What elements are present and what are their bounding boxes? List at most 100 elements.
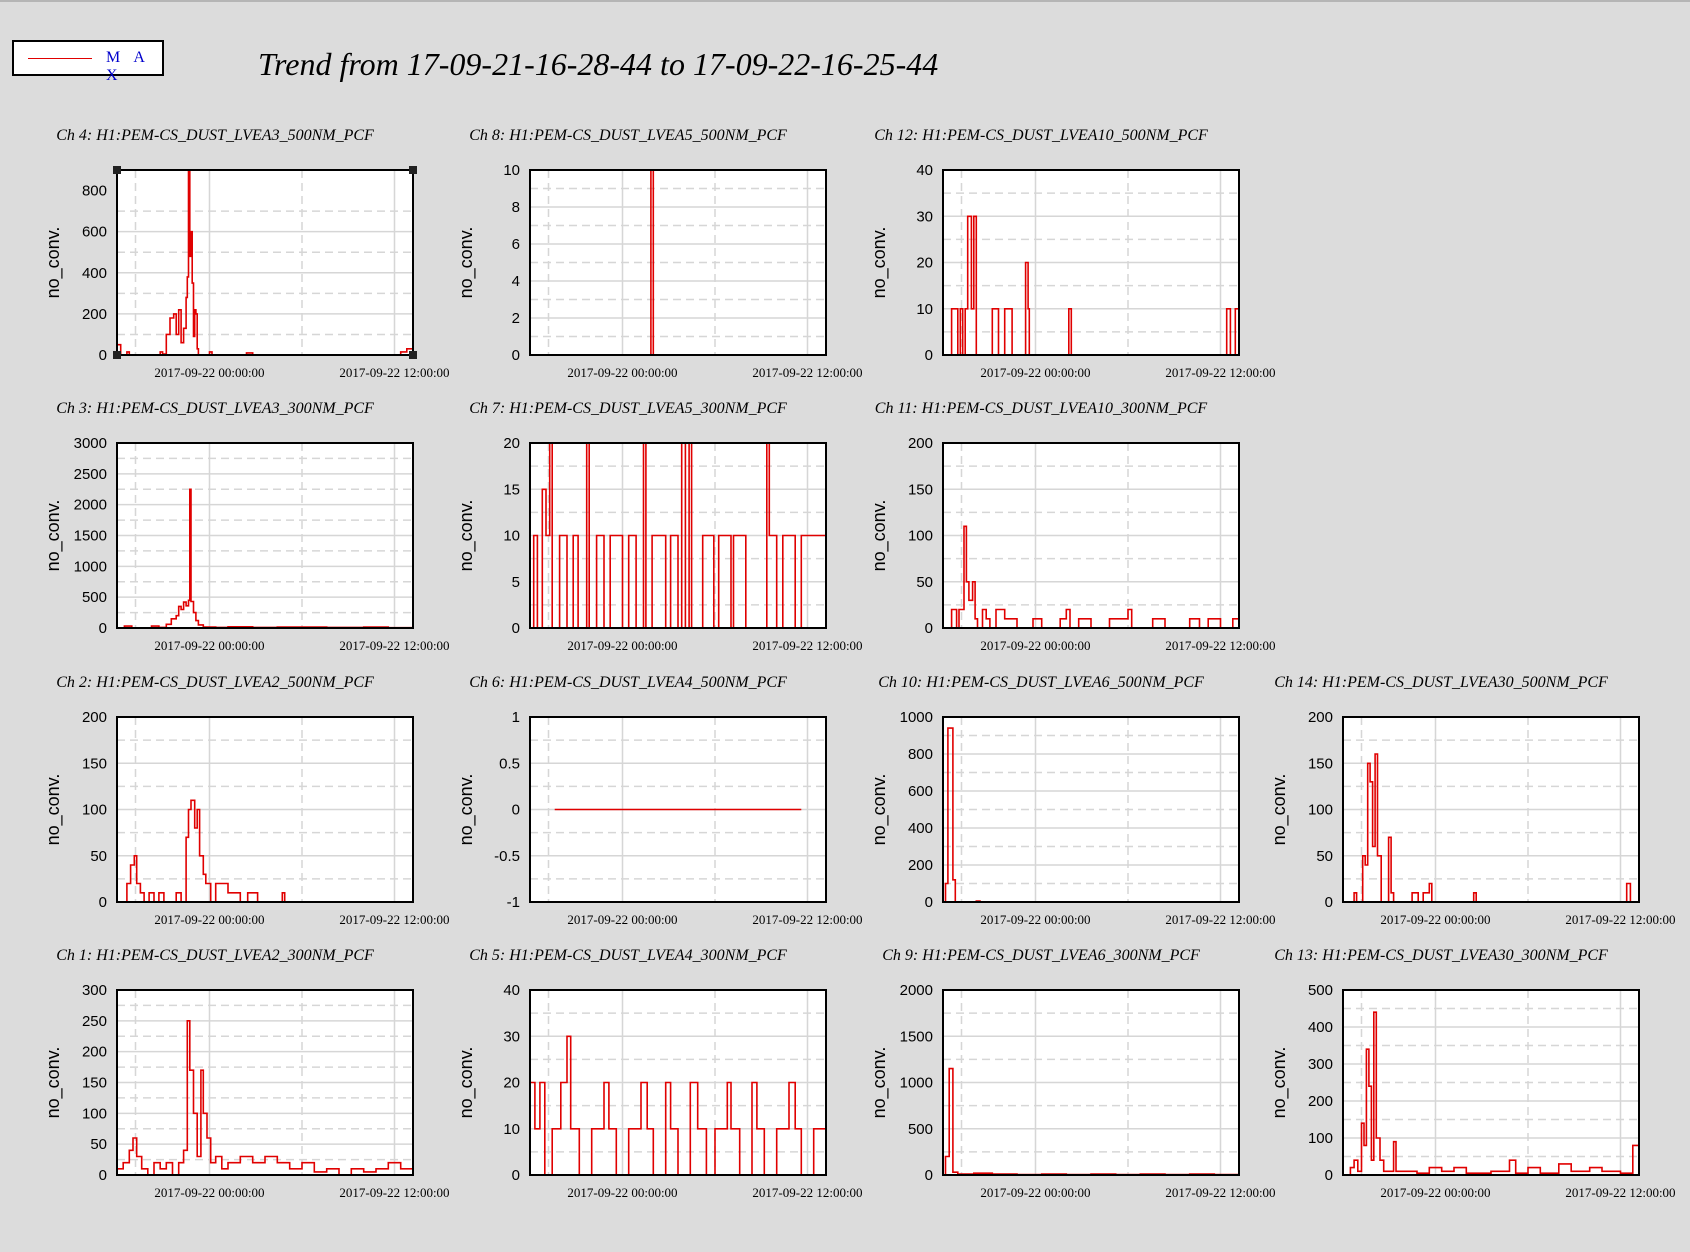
x-tick-label: 2017-09-22 00:00:00 xyxy=(567,1185,677,1200)
y-tick-label: 0.5 xyxy=(499,755,520,772)
y-tick-label: 300 xyxy=(82,982,107,999)
y-tick-label: 10 xyxy=(503,162,520,179)
y-tick-label: 0 xyxy=(512,1167,520,1184)
x-tick-label: 2017-09-22 12:00:00 xyxy=(752,638,862,653)
x-tick-label: 2017-09-22 12:00:00 xyxy=(339,1185,449,1200)
y-tick-label: 15 xyxy=(503,481,520,498)
selection-handle[interactable] xyxy=(409,166,417,174)
plot-frame[interactable] xyxy=(529,442,827,629)
x-tick-label: 2017-09-22 00:00:00 xyxy=(154,638,264,653)
chart-ch2: 0 50 100 150 200 2017-09-22 00:00:00 2017-09-2… xyxy=(43,674,450,927)
y-tick-label: 1500 xyxy=(74,528,107,545)
chart-ch12: 0 10 20 30 40 2017-09-22 00:00:00 2017-09-22 1… xyxy=(869,127,1276,380)
y-tick-label: 250 xyxy=(82,1013,107,1030)
y-tick-label: 150 xyxy=(82,1075,107,1092)
y-tick-label: 0 xyxy=(99,620,107,637)
y-tick-label: 1000 xyxy=(900,709,933,726)
y-tick-label: 3000 xyxy=(74,435,107,452)
x-tick-label: 2017-09-22 00:00:00 xyxy=(1380,1185,1490,1200)
y-tick-label: 500 xyxy=(908,1121,933,1138)
plot-frame[interactable] xyxy=(116,716,414,903)
x-tick-label: 2017-09-22 00:00:00 xyxy=(154,1185,264,1200)
y-tick-label: 30 xyxy=(916,208,933,225)
selection-handle[interactable] xyxy=(113,351,121,359)
plot-frame[interactable] xyxy=(529,716,827,903)
chart-ch14: 0 50 100 150 200 2017-09-22 00:00:00 2017-09-2… xyxy=(1269,674,1676,927)
plot-title: Ch 14: H1:PEM-CS_DUST_LVEA30_500NM_PCF xyxy=(1274,674,1608,691)
plot-frame[interactable] xyxy=(529,989,827,1176)
chart-ch3: 0 500 1000 1500 2000 2500 3000 2017-09-22 00:00… xyxy=(43,400,450,653)
plot-title: Ch 13: H1:PEM-CS_DUST_LVEA30_300NM_PCF xyxy=(1274,947,1608,964)
x-tick-label: 2017-09-22 12:00:00 xyxy=(752,912,862,927)
plot-title: Ch 9: H1:PEM-CS_DUST_LVEA6_300NM_PCF xyxy=(882,947,1200,964)
x-tick-label: 2017-09-22 12:00:00 xyxy=(1565,912,1675,927)
plot-frame[interactable] xyxy=(1342,716,1640,903)
chart-ch9: 0 500 1000 1500 2000 2017-09-22 00:00:00 2017-… xyxy=(869,947,1276,1200)
y-tick-label: 50 xyxy=(1316,848,1333,865)
plot-frame[interactable] xyxy=(116,169,414,356)
legend-swatch-max xyxy=(28,58,92,59)
plot-title: Ch 5: H1:PEM-CS_DUST_LVEA4_300NM_PCF xyxy=(469,947,787,964)
legend: M A X xyxy=(12,40,164,84)
y-tick-label: 50 xyxy=(90,1136,107,1153)
y-axis-label: no_conv. xyxy=(43,1047,64,1119)
y-tick-label: 0 xyxy=(512,620,520,637)
x-tick-label: 2017-09-22 12:00:00 xyxy=(1165,365,1275,380)
y-tick-label: 800 xyxy=(82,183,107,200)
y-tick-label: 0 xyxy=(99,894,107,911)
x-tick-label: 2017-09-22 12:00:00 xyxy=(1165,912,1275,927)
plot-frame[interactable] xyxy=(116,989,414,1176)
y-tick-label: 200 xyxy=(82,709,107,726)
y-tick-label: 100 xyxy=(82,1105,107,1122)
y-tick-label: 150 xyxy=(1308,755,1333,772)
x-tick-label: 2017-09-22 12:00:00 xyxy=(752,1185,862,1200)
y-tick-label: 50 xyxy=(916,574,933,591)
plot-title: Ch 3: H1:PEM-CS_DUST_LVEA3_300NM_PCF xyxy=(56,400,374,417)
page-title: Trend from 17-09-21-16-28-44 to 17-09-22… xyxy=(258,46,939,82)
plot-frame[interactable] xyxy=(529,169,827,356)
plot-frame[interactable] xyxy=(942,716,1240,903)
y-tick-label: 10 xyxy=(503,1121,520,1138)
y-tick-label: 20 xyxy=(503,435,520,452)
selection-handle[interactable] xyxy=(113,166,121,174)
y-tick-label: 0 xyxy=(925,620,933,637)
x-tick-label: 2017-09-22 00:00:00 xyxy=(980,638,1090,653)
plot-frame[interactable] xyxy=(1342,989,1640,1176)
y-tick-label: 0 xyxy=(512,347,520,364)
y-tick-label: 0 xyxy=(1325,1167,1333,1184)
y-axis-label: no_conv. xyxy=(456,500,477,572)
chart-ch11: 0 50 100 150 200 2017-09-22 00:00:00 2017-09-2… xyxy=(869,400,1276,653)
y-axis-label: no_conv. xyxy=(43,227,64,299)
y-tick-label: 0 xyxy=(925,894,933,911)
y-tick-label: 600 xyxy=(908,783,933,800)
series-line-max xyxy=(117,799,413,903)
y-axis-label: no_conv. xyxy=(869,227,890,299)
plot-title: Ch 6: H1:PEM-CS_DUST_LVEA4_500NM_PCF xyxy=(469,674,787,691)
selection-handle[interactable] xyxy=(409,351,417,359)
plot-background xyxy=(117,170,413,355)
y-tick-label: 100 xyxy=(82,802,107,819)
y-tick-label: 2 xyxy=(512,310,520,327)
y-axis-label: no_conv. xyxy=(456,1047,477,1119)
plot-frame[interactable] xyxy=(942,169,1240,356)
chart-ch7: 0 5 10 15 20 2017-09-22 00:00:00 2017-09-22 12… xyxy=(456,400,863,653)
y-axis-label: no_conv. xyxy=(43,774,64,846)
plot-frame[interactable] xyxy=(942,989,1240,1176)
y-tick-label: 200 xyxy=(908,857,933,874)
x-tick-label: 2017-09-22 12:00:00 xyxy=(339,912,449,927)
plot-frame[interactable] xyxy=(116,442,414,629)
series-line-max xyxy=(1343,1011,1640,1176)
plot-frame[interactable] xyxy=(942,442,1240,629)
y-axis-label: no_conv. xyxy=(456,774,477,846)
y-tick-label: 200 xyxy=(908,435,933,452)
chart-ch8: 0 2 4 6 8 10 2017-09-22 00:00:00 2017-09-22 12:… xyxy=(456,127,863,380)
x-tick-label: 2017-09-22 00:00:00 xyxy=(1380,912,1490,927)
x-tick-label: 2017-09-22 12:00:00 xyxy=(1565,1185,1675,1200)
plot-title: Ch 1: H1:PEM-CS_DUST_LVEA2_300NM_PCF xyxy=(56,947,374,964)
y-axis-label: no_conv. xyxy=(869,500,890,572)
x-tick-label: 2017-09-22 00:00:00 xyxy=(980,1185,1090,1200)
y-tick-label: 2500 xyxy=(74,466,107,483)
plot-title: Ch 11: H1:PEM-CS_DUST_LVEA10_300NM_PCF xyxy=(875,400,1208,417)
plot-title: Ch 10: H1:PEM-CS_DUST_LVEA6_500NM_PCF xyxy=(878,674,1204,691)
